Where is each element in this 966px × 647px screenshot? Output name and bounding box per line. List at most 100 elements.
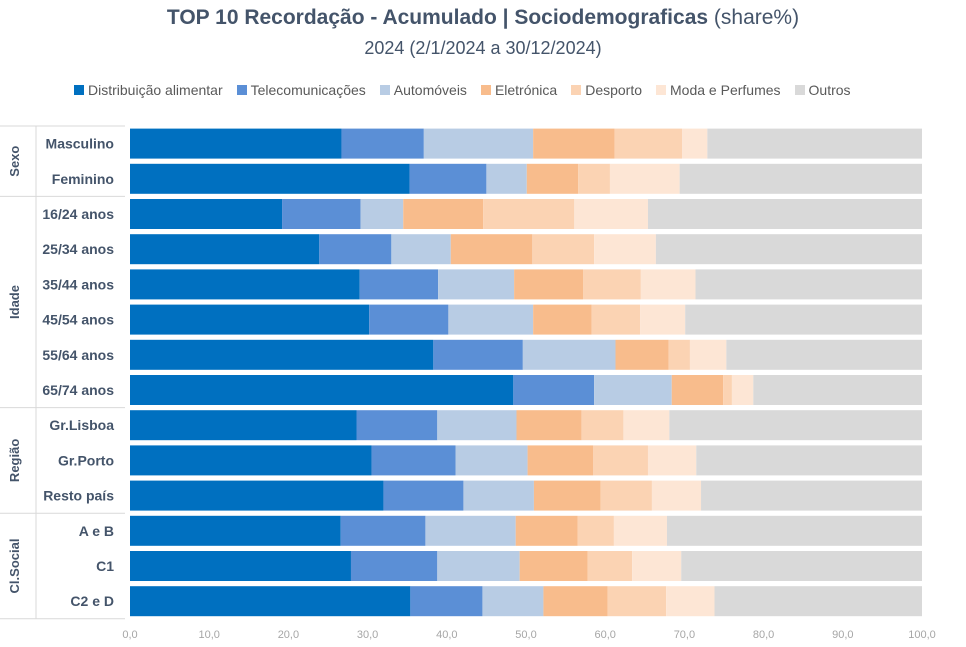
group-label-regiao: Região [7,439,22,482]
bar-segment-distribuicao-alimentar [130,128,342,159]
bar-segment-eletronica [533,304,592,335]
legend-label: Desporto [585,82,643,98]
legend-swatch [74,85,84,95]
legend-item-moda-e-perfumes: Moda e Perfumes [656,82,781,98]
category-label: 45/54 anos [42,312,114,328]
legend-item-outros: Outros [794,82,851,98]
bar-segment-telecomunicacoes [410,586,483,617]
x-tick-label: 50,0 [515,629,536,641]
bar-segment-outros [696,445,922,476]
legend-item-distribuicao-alimentar: Distribuição alimentar [74,82,223,98]
bar-segment-distribuicao-alimentar [130,163,410,194]
bar-segment-automoveis [482,586,544,617]
chart-title: TOP 10 Recordação - Acumulado | Sociodem… [0,6,966,30]
category-label: 65/74 anos [42,382,114,398]
bar-segment-automoveis [594,375,672,405]
bar-segment-distribuicao-alimentar [130,445,372,476]
bar-segment-telecomunicacoes [340,515,426,546]
bar-segment-outros [726,339,922,370]
bar-segment-eletronica [403,199,484,229]
bar-segment-distribuicao-alimentar [130,410,357,441]
bar-segment-outros [647,199,922,229]
bar-segment-outros [681,551,922,581]
legend-label: Telecomunicações [250,82,366,98]
bar-segment-eletronica [514,269,584,300]
group-label-sexo: Sexo [7,146,22,177]
bar-segment-moda-e-perfumes [651,480,702,511]
x-tick-label: 100,0 [908,629,936,641]
chart-title-separator: - [364,6,383,29]
bar-segment-automoveis [486,163,527,194]
bar-segment-eletronica [515,515,578,546]
bar-segment-automoveis [463,480,534,511]
bar-segment-automoveis [391,234,451,265]
bar-segment-moda-e-perfumes [574,199,648,229]
bar-segment-distribuicao-alimentar [130,269,360,300]
legend-swatch [794,85,805,95]
chart-title-suffix: (share%) [708,6,800,29]
bar-segment-outros [666,515,922,546]
bar-segment-desporto [593,445,648,476]
bar-segment-desporto [583,269,641,300]
bar-segment-telecomunicacoes [433,339,523,370]
legend-swatch [236,85,247,95]
category-label: 16/24 anos [42,206,114,222]
chart-title-bold-1: TOP 10 Recordação [166,6,365,29]
bar-segment-desporto [607,586,667,617]
bar-segment-eletronica [615,339,669,370]
bar-segment-distribuicao-alimentar [130,515,341,546]
bar-segment-distribuicao-alimentar [130,199,283,229]
bar-segment-eletronica [526,163,579,194]
x-tick-label: 40,0 [436,629,457,641]
x-tick-label: 70,0 [674,629,695,641]
bar-segment-eletronica [519,551,588,581]
bar-segment-moda-e-perfumes [640,304,686,335]
bar-segment-desporto [483,199,575,229]
bar-segment-desporto [591,304,641,335]
x-tick-label: 90,0 [832,629,853,641]
bar-segment-automoveis [455,445,528,476]
category-label: Masculino [46,136,114,152]
bar-segment-outros [655,234,922,265]
bar-segment-distribuicao-alimentar [130,375,514,405]
category-label: C1 [96,558,114,574]
legend-swatch [571,85,582,95]
bar-segment-automoveis [423,128,534,159]
legend-item-telecomunicacoes: Telecomunicações [236,82,366,98]
bar-segment-automoveis [437,410,517,441]
bar-segment-automoveis [448,304,534,335]
x-tick-label: 60,0 [594,629,615,641]
bar-segment-outros [701,480,922,511]
bar-segment-automoveis [360,199,404,229]
bar-segment-moda-e-perfumes [632,551,682,581]
legend-label: Outros [808,82,851,98]
bar-segment-telecomunicacoes [341,128,424,159]
category-label: 25/34 anos [42,241,114,257]
bar-segment-outros [753,375,922,405]
bar-segment-outros [685,304,922,335]
bar-segment-distribuicao-alimentar [130,480,384,511]
legend-swatch [480,85,491,95]
bar-segment-telecomunicacoes [356,410,438,441]
bar-segment-distribuicao-alimentar [130,586,411,617]
bar-segment-distribuicao-alimentar [130,339,434,370]
bar-segment-distribuicao-alimentar [130,234,320,265]
category-label: Resto país [43,488,114,504]
bar-segment-desporto [532,234,595,265]
bar-segment-moda-e-perfumes [731,375,754,405]
bar-segment-outros [714,586,922,617]
bar-segment-moda-e-perfumes [613,515,667,546]
bar-segment-eletronica [450,234,533,265]
bar-segment-telecomunicacoes [359,269,439,300]
legend-label: Automóveis [393,82,467,98]
category-label: Gr.Lisboa [49,417,114,433]
legend-item-eletronica: Eletrónica [480,82,558,98]
category-label: C2 e D [70,593,114,609]
legend-label: Eletrónica [494,82,558,98]
bar-segment-eletronica [527,445,594,476]
bar-segment-desporto [581,410,624,441]
bar-segment-distribuicao-alimentar [130,304,370,335]
bar-segment-telecomunicacoes [369,304,449,335]
bar-segment-distribuicao-alimentar [130,551,351,581]
legend-swatch [379,85,390,95]
